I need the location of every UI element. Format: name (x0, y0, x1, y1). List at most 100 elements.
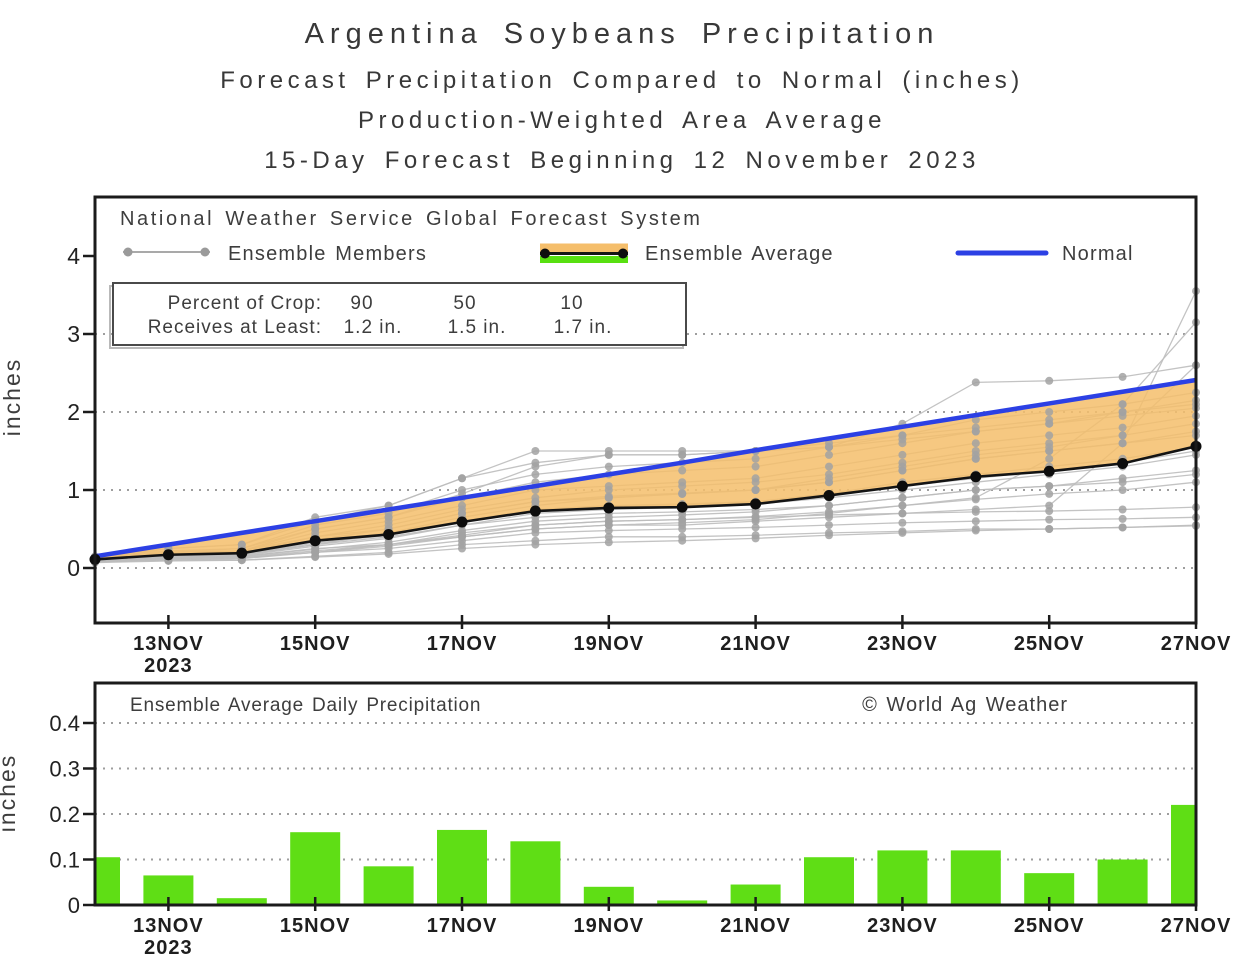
member-dot (237, 540, 246, 549)
y-tick-label: 0.3 (49, 757, 80, 782)
normal-line (94, 377, 1197, 559)
member-dot (1118, 439, 1127, 448)
average-dot (383, 528, 395, 540)
member-line (94, 481, 1197, 562)
member-dot (531, 497, 540, 506)
member-dot (531, 462, 540, 471)
member-dot (1118, 474, 1127, 483)
subtitle-line-3: 15-Day Forecast Beginning 12 November 20… (264, 147, 980, 174)
member-dot (971, 378, 980, 387)
member-dot (898, 501, 907, 510)
average-dot (823, 489, 835, 501)
copyright-label: © World Ag Weather (862, 694, 1068, 716)
member-dot (678, 518, 687, 527)
y-tick-label: 0 (68, 893, 80, 918)
average-dot (1117, 457, 1129, 469)
member-dot (1118, 372, 1127, 381)
y-tick-label: 0.2 (49, 802, 80, 827)
percent-value-10: 10 (560, 293, 583, 314)
average-dot (750, 498, 762, 510)
ensemble-average-legend-label: Ensemble Average (645, 243, 834, 265)
member-dot (825, 450, 833, 459)
member-dot (604, 538, 613, 547)
member-dot (604, 521, 613, 530)
page-title: Argentina Soybeans Precipitation (305, 18, 940, 50)
average-dot (603, 502, 615, 514)
member-dot (604, 513, 613, 522)
y-tick-label: 1 (67, 477, 80, 503)
member-dot (751, 534, 760, 543)
daily-precip-bar (290, 832, 341, 905)
member-dot (825, 501, 833, 510)
member-dot (971, 526, 980, 535)
daily-precip-bar (363, 866, 414, 905)
member-dot (604, 486, 613, 494)
member-dot (678, 482, 687, 491)
x-tick-label: 15NOV (280, 915, 351, 937)
daily-precip-bar (804, 857, 854, 905)
member-dot (1045, 489, 1054, 498)
member-dot (751, 523, 760, 532)
member-dot (604, 462, 613, 471)
member-dot (1118, 523, 1127, 532)
receives-amount-2: 1.5 in. (448, 317, 507, 338)
member-dot (1045, 431, 1054, 440)
x-tick-label: 21NOV (720, 633, 791, 655)
member-dot (751, 486, 760, 494)
percent-value-90: 90 (350, 293, 373, 314)
title-block: Argentina Soybeans Precipitation Forecas… (220, 18, 1019, 174)
percent-of-crop-box: Percent of Crop: 90 50 10 Receives at Le… (109, 282, 687, 349)
data-source-label: National Weather Service Global Forecast… (120, 208, 703, 230)
member-dot (678, 450, 687, 459)
member-dot (1045, 447, 1054, 455)
x-tick-label: 23NOV (867, 633, 938, 655)
average-dot (970, 471, 982, 483)
member-dot (971, 493, 980, 502)
member-dot (751, 478, 760, 487)
y-tick-label: 3 (67, 321, 80, 347)
member-dot (898, 528, 907, 537)
member-dot (898, 450, 907, 459)
receives-amount-3: 1.7 in. (554, 317, 613, 338)
member-dot (531, 447, 540, 455)
daily-precip-bar (95, 857, 120, 905)
member-dot (1118, 514, 1127, 523)
x-tick-label: 19NOV (574, 915, 645, 937)
average-dot (309, 535, 321, 547)
x-tick-label: 19NOV (574, 633, 645, 655)
average-dot (529, 505, 541, 517)
x-tick-label: 27NOV (1161, 633, 1232, 655)
bottom-plot-border (93, 681, 1198, 907)
percent-box-frame (112, 282, 687, 346)
daily-precip-bar (657, 900, 708, 905)
member-dot (751, 462, 760, 471)
member-dot (678, 536, 687, 545)
average-dot (896, 480, 908, 492)
member-dot (898, 509, 907, 518)
x-tick-label: 13NOV (133, 915, 204, 937)
member-dot (898, 518, 907, 527)
y-tick-label: 0.1 (49, 848, 80, 873)
daily-precip-bar (730, 884, 781, 905)
member-dot (971, 427, 980, 436)
bottom-gridlines (95, 722, 1196, 861)
top-y-axis-label: inches (0, 358, 25, 436)
average-dot (236, 547, 248, 559)
x-tick-label: 17NOV (427, 633, 498, 655)
average-dot (1043, 465, 1055, 477)
daily-precip-bar (1097, 859, 1148, 905)
member-dot (971, 517, 980, 526)
member-dot (1045, 501, 1054, 510)
member-dot (531, 517, 540, 526)
member-dot (1045, 439, 1054, 448)
member-dot (898, 493, 907, 502)
x-tick-label: 15NOV (280, 633, 351, 655)
bottom-chart-title: Ensemble Average Daily Precipitation (130, 695, 481, 716)
member-dot (971, 415, 980, 424)
ensemble-members-legend-icon (123, 247, 210, 257)
member-dot (458, 544, 466, 553)
member-dot (825, 531, 833, 540)
